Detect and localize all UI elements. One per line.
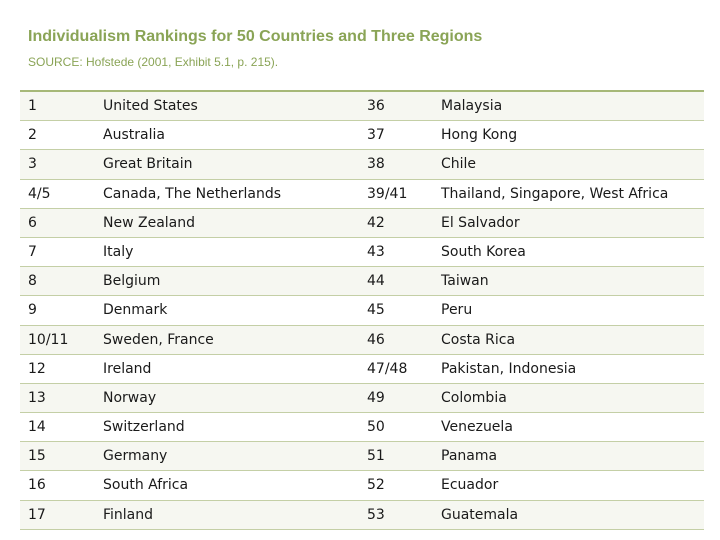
rank-cell-right: 51 [367,448,385,465]
table-row: 14 Switzerland 50 Venezuela [20,413,704,443]
rank-cell-right: 45 [367,302,385,319]
country-cell-left: Norway [103,389,157,406]
country-cell-right: Colombia [441,389,507,406]
country-cell-left: Canada, The Netherlands [103,185,282,202]
country-cell-right: South Korea [441,243,526,260]
country-cell-left: Denmark [103,302,168,319]
rank-cell-left: 14 [28,419,46,436]
rank-cell-right: 42 [367,214,385,231]
table-row: 15 Germany 51 Panama [20,442,704,472]
country-cell-left: South Africa [103,477,189,494]
rank-cell-left: 10/11 [28,331,69,348]
country-cell-right: Venezuela [441,419,513,436]
rank-cell-left: 4/5 [28,185,51,202]
rank-cell-left: 3 [28,156,37,173]
country-cell-left: Belgium [103,273,161,290]
table-row: 7 Italy 43 South Korea [20,237,704,268]
page-title: Individualism Rankings for 50 Countries … [28,28,483,45]
country-cell-left: Sweden, France [103,331,214,348]
rank-cell-left: 7 [28,243,37,260]
rank-cell-left: 1 [28,98,37,114]
country-cell-left: Ireland [103,360,152,377]
table-row: 16 South Africa 52 Ecuador [20,471,704,501]
country-cell-left: Germany [103,448,168,465]
rank-cell-right: 50 [367,419,385,436]
country-cell-left: Australia [103,127,165,144]
rank-cell-right: 47/48 [367,360,408,377]
rank-cell-right: 38 [367,156,385,173]
table-row: 13 Norway 49 Colombia [20,383,704,414]
table-row: 17 Finland 53 Guatemala [20,500,704,530]
country-cell-right: Ecuador [441,477,499,494]
table-row: 6 New Zealand 42 El Salvador [20,208,704,238]
country-cell-right: Costa Rica [441,331,516,348]
country-cell-right: Taiwan [441,273,489,290]
rank-cell-right: 37 [367,127,385,144]
rank-cell-left: 6 [28,214,37,231]
table-row: 4/5 Canada, The Netherlands 39/41 Thaila… [20,179,704,209]
rank-cell-right: 52 [367,477,385,494]
rank-cell-right: 53 [367,506,385,523]
country-cell-right: Panama [441,448,498,465]
rank-cell-right: 36 [367,98,385,114]
country-cell-left: Finland [103,506,154,523]
country-cell-right: Pakistan, Indonesia [441,360,577,377]
rank-cell-left: 15 [28,448,46,465]
country-cell-left: United States [103,98,198,114]
country-cell-right: Peru [441,302,473,319]
country-cell-left: New Zealand [103,214,195,231]
rank-cell-right: 49 [367,389,385,406]
country-cell-right: Guatemala [441,506,519,523]
table-row: 8 Belgium 44 Taiwan [20,267,704,297]
country-cell-left: Italy [103,243,134,260]
table-row: 1 United States 36 Malaysia [20,92,704,122]
country-cell-right: Thailand, Singapore, West Africa [441,185,669,202]
rank-cell-right: 43 [367,243,385,260]
table-row: 3 Great Britain 38 Chile [20,150,704,180]
rank-cell-left: 2 [28,127,37,144]
country-cell-right: Malaysia [441,98,503,114]
table-row: 2 Australia 37 Hong Kong [20,121,704,151]
rank-cell-left: 8 [28,273,37,290]
rank-cell-left: 12 [28,360,46,377]
country-cell-right: El Salvador [441,214,520,231]
rank-cell-right: 44 [367,273,385,290]
rank-cell-right: 39/41 [367,185,408,202]
country-cell-right: Chile [441,156,477,173]
country-cell-left: Great Britain [103,156,193,173]
country-cell-left: Switzerland [103,419,185,436]
source-note: SOURCE: Hofstede (2001, Exhibit 5.1, p. … [28,55,279,69]
rank-cell-left: 16 [28,477,46,494]
rank-cell-left: 17 [28,506,46,523]
rank-cell-right: 46 [367,331,385,348]
table-row: 10/11 Sweden, France 46 Costa Rica [20,325,704,355]
rankings-table: 1 United States 36 Malaysia 2 Australia … [20,90,704,530]
rank-cell-left: 9 [28,302,37,319]
table-row: 9 Denmark 45 Peru [20,296,704,326]
table-row: 12 Ireland 47/48 Pakistan, Indonesia [20,354,704,384]
rank-cell-left: 13 [28,389,46,406]
country-cell-right: Hong Kong [441,127,518,144]
